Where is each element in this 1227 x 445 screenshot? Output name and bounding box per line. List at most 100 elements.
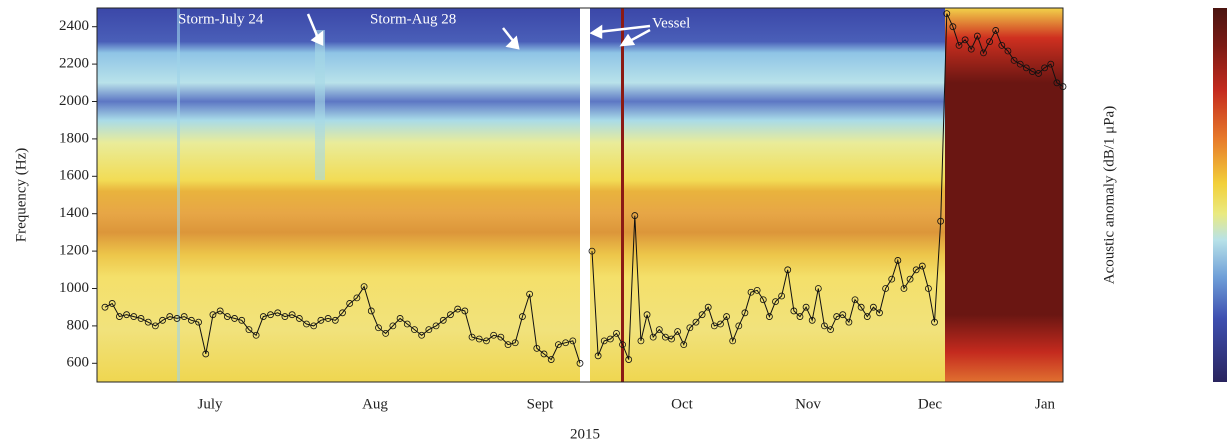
data-point [992,27,1000,34]
colorbar-label: Acoustic anomaly (dB/1 μPa) [1101,106,1117,284]
data-point [845,318,853,326]
x-tick-label: Sept [527,396,555,412]
arrows [306,13,651,50]
data-point [888,275,896,283]
data-point [863,313,871,320]
data-point [115,313,123,320]
data-point [710,322,718,330]
data-point [411,326,418,334]
data-point [339,309,346,317]
colorbar [1213,8,1227,382]
data-point [814,285,822,292]
data-point [662,333,669,341]
data-point [555,341,562,349]
y-tick-label: 1800 [59,130,89,146]
data-point [857,303,865,311]
data-point [680,341,688,349]
data-point [668,335,675,343]
data-point [1016,60,1024,68]
data-point [461,307,469,315]
data-point [1041,64,1049,72]
data-point [876,309,883,317]
data-point [1010,56,1018,64]
data-point [649,333,657,341]
data-point [439,316,447,324]
data-point [637,337,645,345]
data-point [137,315,145,322]
data-point [569,337,577,345]
data-point [790,307,798,315]
data-point [1035,70,1042,77]
data-line [104,13,1064,364]
data-point [173,315,181,322]
data-point [674,328,682,335]
data-point [980,49,987,57]
data-point [686,324,694,332]
data-point [101,303,109,311]
y-tick-label: 600 [67,355,90,371]
data-point [606,335,614,343]
data-point [195,318,202,326]
data-point [245,326,253,334]
data-point [576,359,584,367]
data-point [331,316,339,324]
data-point [533,344,541,352]
data-point [784,266,792,274]
data-point [454,305,462,313]
annotation: Storm-July 24 [178,11,264,27]
data-point [729,337,737,345]
data-point [961,36,969,44]
data-point [949,23,957,31]
y-tick-label: 1400 [59,205,89,221]
y-tick-label: 2200 [59,56,89,72]
data-point [346,300,354,307]
data-point [833,313,841,320]
data-point [396,315,404,322]
data-point [704,303,712,311]
data-point [130,313,138,320]
data-point [1004,47,1012,55]
data-point [1059,83,1067,90]
data-point [1047,60,1055,68]
data-point [202,350,210,358]
y-tick-label: 2400 [59,18,89,34]
spectrogram-dark [945,8,1063,382]
data-point [504,341,512,349]
data-point [425,326,433,334]
data-point [594,352,602,360]
y-tick-label: 1600 [59,168,89,184]
data-point [231,315,238,322]
data-point [1029,68,1036,75]
data-point [267,311,274,319]
x-tick-label: Oct [671,396,693,412]
data-point [967,45,975,53]
data-point [490,331,498,339]
data-point [717,320,724,328]
data-point [631,212,639,219]
data-point [511,339,519,347]
data-point [802,303,810,311]
data-point [216,307,224,315]
data-point [403,320,411,328]
gap [580,8,590,382]
data-point [894,257,902,264]
data-point [869,303,877,311]
x-tick-label: Dec [918,396,942,412]
data-point [562,339,570,347]
data-point [274,309,282,317]
data-point [955,42,963,49]
data-point [619,341,626,349]
data-point [643,311,651,319]
data-point [547,356,555,363]
data-point [367,307,375,315]
data-point [360,283,368,291]
data-point [796,313,804,320]
data-point [519,313,526,320]
data-point [475,335,483,343]
data-point [588,247,596,255]
streak [315,30,325,180]
data-point [741,309,749,317]
annotation: Storm-Aug 28 [370,11,456,27]
data-point [281,313,289,320]
data-point [180,313,188,320]
